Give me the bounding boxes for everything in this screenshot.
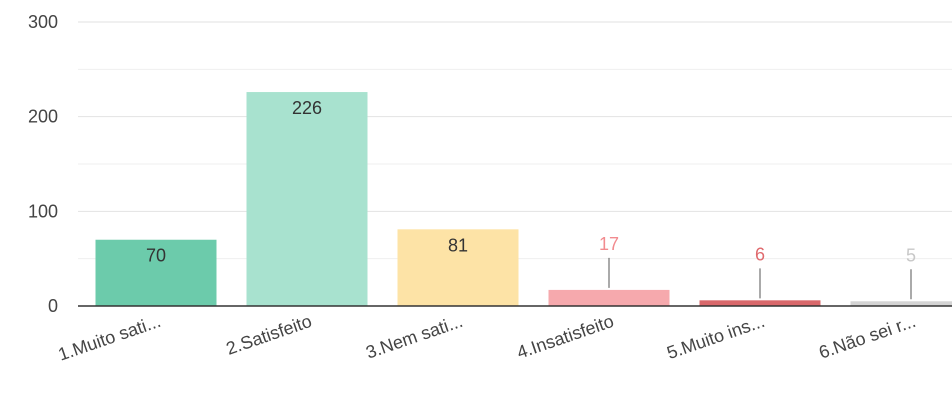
gridlines xyxy=(78,21,952,260)
bar-3 xyxy=(397,229,519,306)
y-tick-label: 0 xyxy=(48,296,58,316)
y-tick-label: 100 xyxy=(28,201,58,221)
bar-1 xyxy=(95,239,217,306)
data-label: 81 xyxy=(448,235,468,255)
x-tick-label: 3.Nem sati... xyxy=(363,311,465,363)
x-tick-label: 4.Insatisfeito xyxy=(514,311,616,363)
bar-2 xyxy=(246,92,368,306)
y-axis-ticks: 0 100 200 300 xyxy=(28,12,58,316)
bar-4 xyxy=(548,289,670,306)
data-label: 17 xyxy=(599,234,619,254)
bar-6 xyxy=(850,301,952,306)
y-tick-label: 300 xyxy=(28,12,58,32)
data-label: 226 xyxy=(292,98,322,118)
bars xyxy=(95,92,952,306)
data-labels: 70 226 81 17 6 5 xyxy=(146,98,916,300)
x-axis-ticks: 1.Muito sati... 2.Satisfeito 3.Nem sati...… xyxy=(56,311,919,365)
x-tick-label: 5.Muito ins... xyxy=(664,311,767,363)
x-tick-label: 1.Muito sati... xyxy=(56,311,164,365)
data-label: 5 xyxy=(906,245,916,265)
bar-5 xyxy=(699,300,821,306)
x-tick-label: 6.Não sei r... xyxy=(816,311,918,363)
data-label: 70 xyxy=(146,246,166,266)
y-tick-label: 200 xyxy=(28,107,58,127)
data-label: 6 xyxy=(755,244,765,264)
x-tick-label: 2.Satisfeito xyxy=(224,311,315,359)
